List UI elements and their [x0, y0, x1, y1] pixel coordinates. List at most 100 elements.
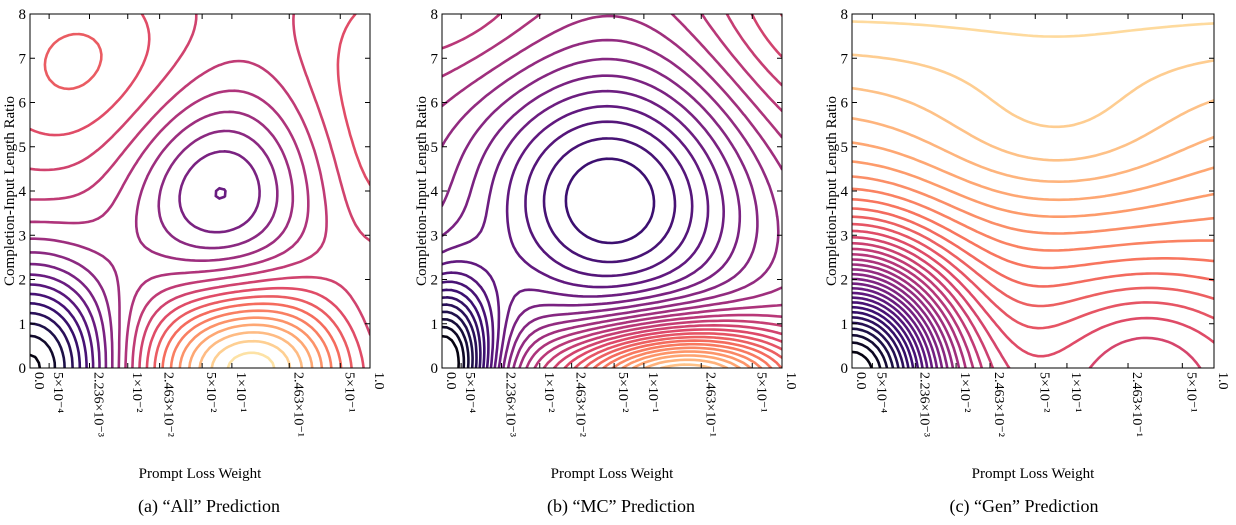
y-tick-label-a-1: 1 — [19, 317, 27, 333]
y-axis-label-b: Completion-Input Length Ratio — [414, 96, 430, 286]
contour-level-a-2 — [30, 322, 66, 368]
contour-lines-c — [852, 20, 1214, 368]
y-tick-label-a-3: 3 — [19, 228, 27, 244]
x-tick-label-c-3: 1×10⁻² — [957, 372, 972, 412]
x-tick-label-b-3: 1×10⁻² — [541, 372, 556, 412]
contour-level-a-9 — [30, 129, 279, 368]
x-tick-label-b-6: 1×10⁻¹ — [645, 372, 660, 412]
contour-level-c-5 — [852, 316, 905, 368]
x-tick-label-c-1: 5×10⁻⁴ — [873, 372, 888, 413]
contour-level-b-10 — [442, 89, 725, 368]
contour-level-c-18 — [852, 253, 975, 368]
contour-level-b-7 — [442, 137, 677, 368]
y-tick-label-b-5: 5 — [431, 140, 439, 156]
contour-level-a-6 — [30, 283, 95, 368]
y-tick-label-c-2: 2 — [841, 273, 849, 289]
x-tick-label-c-0: 0.0 — [853, 372, 868, 390]
contour-level-a-14 — [30, 14, 370, 368]
contour-level-c-19 — [852, 247, 984, 368]
x-tick-label-c-5: 5×10⁻² — [1036, 372, 1051, 412]
contour-level-c-28 — [852, 175, 1214, 235]
y-tick-label-c-1: 1 — [841, 317, 849, 333]
x-tick-label-b-9: 1.0 — [783, 372, 798, 390]
contour-level-c-20 — [852, 241, 995, 368]
contour-panel-b: 0 1 2 3 4 5 6 7 8 0.0 5×10⁻⁴ 2.236×10⁻³ 1×10⁻² 2.463×… — [414, 7, 798, 482]
contour-level-b-20 — [573, 332, 782, 368]
contour-level-c-2 — [852, 333, 889, 368]
x-tick-label-b-8: 5×10⁻¹ — [753, 372, 768, 412]
y-tick-label-a-2: 2 — [19, 273, 27, 289]
contour-level-c-31 — [852, 117, 1214, 183]
contour-panel-c: 0 1 2 3 4 5 6 7 8 0.0 5×10⁻⁴ 2.236×10⁻³ 1×10⁻² 2.463×… — [824, 7, 1230, 482]
contour-level-c-33 — [852, 53, 1214, 129]
y-tick-label-c-7: 7 — [841, 51, 849, 67]
contour-level-c-1 — [852, 341, 882, 368]
x-tick-label-c-6: 1×10⁻¹ — [1068, 372, 1083, 412]
contour-level-c-0 — [852, 350, 873, 368]
x-axis-label-c: Prompt Loss Weight — [972, 466, 1096, 482]
contour-level-c-13 — [852, 277, 944, 368]
y-tick-label-c-6: 6 — [841, 96, 849, 112]
y-tick-label-b-0: 0 — [431, 361, 439, 377]
y-tick-label-c-8: 8 — [841, 7, 849, 23]
contour-level-a-18 — [178, 316, 324, 368]
y-tick-label-a-0: 0 — [19, 361, 27, 377]
contour-level-a-15 — [43, 32, 353, 368]
contour-level-b-6 — [442, 157, 656, 368]
contour-level-b-0 — [442, 334, 460, 368]
contour-lines-a — [30, 14, 370, 368]
contour-level-c-14 — [852, 272, 949, 368]
contour-level-b-2 — [442, 318, 470, 368]
contour-level-a-19 — [188, 323, 314, 368]
caption-c: (c) “Gen” Prediction — [949, 496, 1099, 516]
contour-level-b-11 — [442, 74, 742, 368]
x-tick-label-a-6: 1×10⁻¹ — [233, 372, 248, 412]
x-tick-label-c-2: 2.236×10⁻³ — [916, 372, 931, 437]
x-tick-label-b-4: 2.463×10⁻² — [573, 372, 588, 437]
x-tick-label-b-7: 2.463×10⁻¹ — [702, 372, 717, 437]
contour-level-b-15 — [442, 14, 782, 368]
contour-level-a-16 — [161, 302, 343, 368]
contour-level-b-23 — [602, 342, 773, 368]
contour-level-b-3 — [442, 310, 474, 368]
contour-level-b-8 — [442, 120, 694, 368]
y-tick-label-c-0: 0 — [841, 361, 849, 377]
y-tick-label-a-5: 5 — [19, 140, 27, 156]
y-tick-label-a-7: 7 — [19, 51, 27, 67]
contour-level-a-4 — [30, 302, 82, 368]
contour-level-b-1 — [442, 325, 466, 368]
x-tick-label-b-2: 2.236×10⁻³ — [503, 372, 518, 437]
y-tick-label-a-4: 4 — [19, 184, 27, 200]
contour-level-c-34 — [852, 20, 1214, 38]
y-tick-label-b-2: 2 — [431, 273, 439, 289]
contour-level-c-11 — [852, 287, 934, 368]
y-tick-label-b-1: 1 — [431, 317, 439, 333]
contour-level-b-12 — [442, 57, 759, 368]
contour-level-c-25 — [852, 207, 1214, 288]
contour-level-b-5 — [442, 296, 482, 368]
caption-b: (b) “MC” Prediction — [547, 496, 695, 516]
y-tick-label-b-3: 3 — [431, 228, 439, 244]
x-tick-label-c-4: 2.463×10⁻² — [991, 372, 1006, 437]
y-axis-label-c: Completion-Input Length Ratio — [824, 96, 840, 286]
x-tick-label-a-4: 2.463×10⁻² — [161, 372, 176, 437]
x-axis-label-a: Prompt Loss Weight — [139, 466, 263, 482]
contour-level-a-7 — [30, 187, 227, 368]
x-tick-label-b-5: 5×10⁻² — [615, 372, 630, 412]
contour-level-a-17 — [169, 309, 333, 368]
y-tick-label-b-4: 4 — [431, 184, 439, 200]
contour-level-b-25 — [621, 350, 752, 368]
contour-level-c-27 — [852, 187, 1214, 252]
contour-level-c-16 — [852, 263, 961, 368]
contour-panel-a: 0 1 2 3 4 5 6 7 8 0.0 5×10⁻⁴ 2.236×10⁻³ 1×10⁻² 2.463×… — [2, 7, 386, 482]
x-tick-label-b-1: 5×10⁻⁴ — [462, 372, 477, 413]
contour-lines-b — [442, 14, 782, 368]
contour-level-c-21 — [852, 236, 1202, 368]
contour-level-c-9 — [852, 296, 924, 368]
contour-level-b-24 — [611, 346, 763, 368]
contour-level-b-22 — [592, 339, 782, 368]
contour-level-c-24 — [852, 215, 1214, 308]
x-tick-label-c-7: 2.463×10⁻¹ — [1129, 372, 1144, 437]
contour-level-b-26 — [631, 354, 741, 368]
